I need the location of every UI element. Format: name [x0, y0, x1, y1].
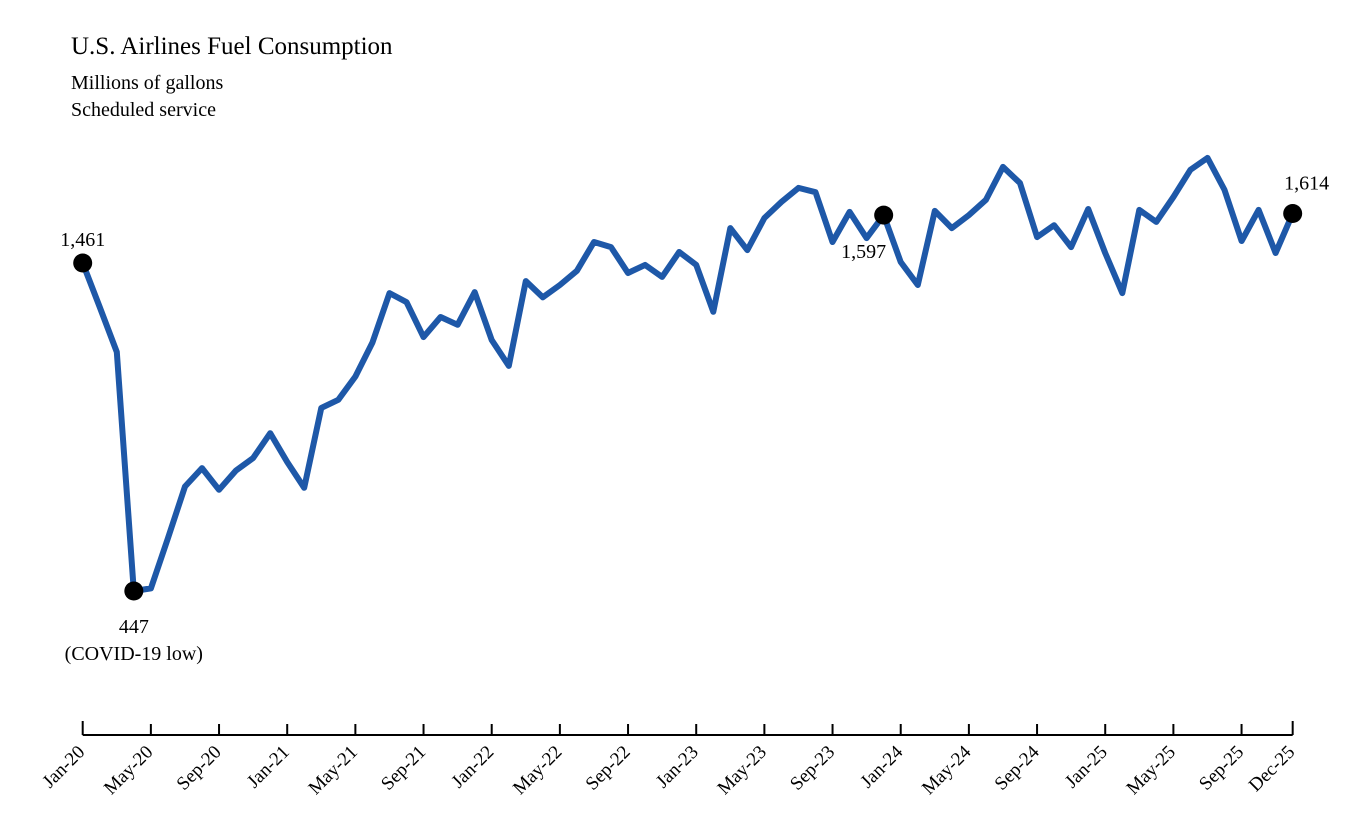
x-tick-label: Sep-22 — [582, 742, 635, 795]
x-tick-label: Jan-24 — [857, 741, 908, 792]
chart-title: U.S. Airlines Fuel Consumption — [71, 33, 393, 60]
x-tick-label: Jan-21 — [243, 742, 294, 793]
x-tick-label: May-22 — [509, 742, 566, 799]
annotation-label: (COVID-19 low) — [65, 643, 203, 665]
x-tick-label: Sep-20 — [173, 742, 226, 795]
chart-header: U.S. Airlines Fuel Consumption Millions … — [71, 33, 393, 125]
chart-series-note: Scheduled service — [71, 99, 216, 122]
x-tick-label: Jan-25 — [1061, 742, 1112, 793]
x-tick-label: Jan-23 — [652, 742, 703, 793]
x-tick-label: May-20 — [100, 742, 157, 799]
x-tick-label: Jan-22 — [448, 742, 499, 793]
x-tick-label: Sep-23 — [786, 742, 839, 795]
data-point-marker — [1283, 204, 1303, 224]
annotation-label: 447 — [119, 616, 149, 638]
annotation-label: 1,461 — [60, 229, 105, 251]
x-tick-label: Sep-25 — [1195, 742, 1248, 795]
x-tick-label: Sep-21 — [377, 742, 430, 795]
annotation-label: 1,597 — [841, 241, 886, 263]
x-tick-label: May-24 — [918, 741, 976, 799]
x-tick-label: May-25 — [1123, 742, 1180, 799]
x-tick-label: Jan-20 — [39, 742, 90, 793]
fuel-consumption-line — [79, 154, 1296, 594]
x-tick-label: Dec-25 — [1245, 742, 1299, 796]
x-tick-label: May-21 — [305, 742, 362, 799]
x-tick-label: Sep-24 — [991, 741, 1044, 794]
data-point-marker — [124, 581, 144, 601]
annotation-label: 1,614 — [1284, 173, 1329, 195]
chart-units-label: Millions of gallons — [71, 71, 224, 94]
data-point-marker — [874, 205, 894, 225]
data-point-marker — [73, 253, 93, 273]
x-tick-label: May-23 — [714, 742, 771, 799]
